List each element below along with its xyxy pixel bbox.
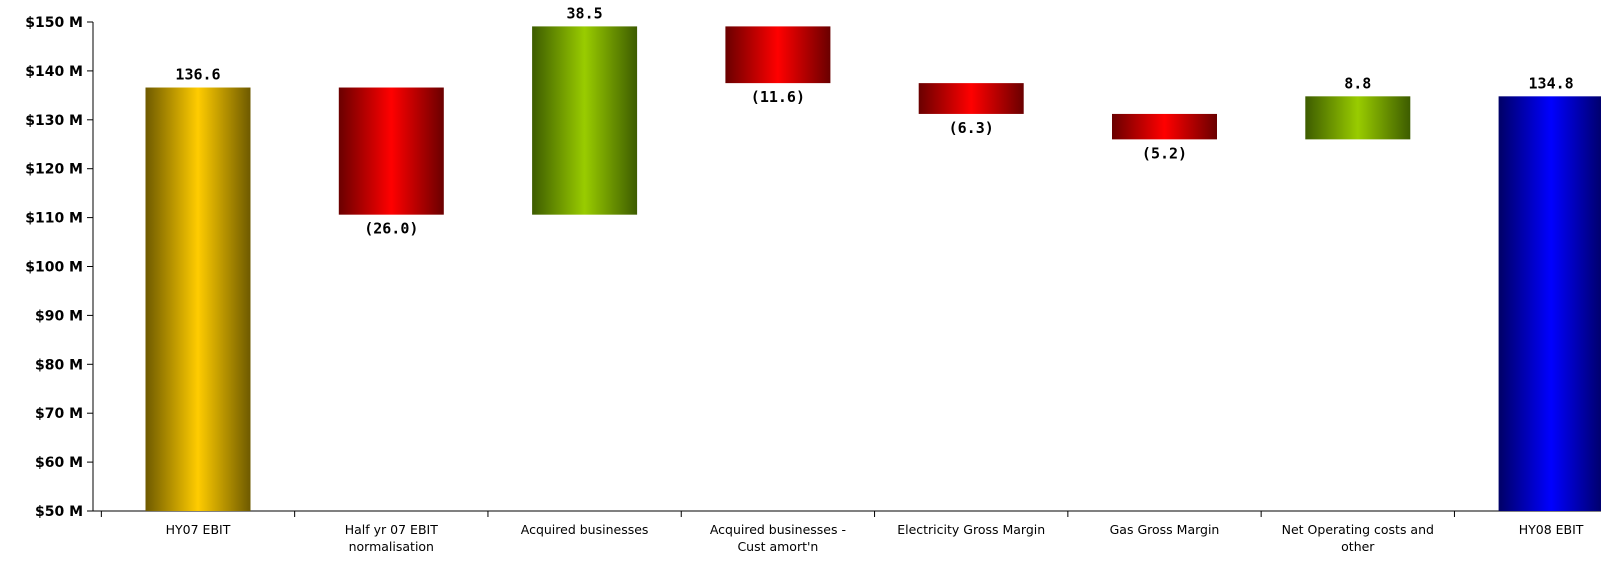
x-tick-label: Acquired businesses [521,522,649,537]
y-tick-label: $100 M [25,260,83,276]
data-label: 134.8 [1529,74,1574,92]
bar-decrease [1112,113,1217,140]
axes: $50 M $60 M $70 M $80 M $90 M $100 M $110 M $12… [25,15,1601,554]
x-tick-label: Acquired businesses -Cust amort'n [710,522,846,554]
bar-total-start [145,87,251,511]
data-label: (26.0) [364,220,418,238]
data-label: (6.3) [949,119,994,137]
data-label: 38.5 [567,4,603,22]
x-tick-label: HY07 EBIT [166,522,231,537]
x-tick-label: Electricity Gross Margin [897,522,1045,537]
x-tick-label: Net Operating costs and other [1282,522,1434,554]
data-label: 136.6 [175,66,220,84]
y-tick-label: $90 M [35,308,83,324]
y-tick-label: $50 M [35,504,83,520]
y-tick-label: $130 M [25,113,83,129]
bar-decrease [725,26,831,84]
x-tick-label: HY08 EBIT [1519,522,1584,537]
data-label: 8.8 [1344,74,1371,92]
y-tick-label: $120 M [25,162,83,178]
data-labels-layer: 136.6 (26.0) 38.5 (11.6) (6.3) (5.2) 8.8 134.8 [175,4,1573,237]
y-tick-label: $60 M [35,455,83,471]
bar-increase [1305,96,1411,140]
data-label: (11.6) [751,88,805,106]
y-tick-label: $80 M [35,357,83,373]
y-tick-label: $150 M [25,15,83,31]
bars-layer [145,26,1601,511]
bar-decrease [918,83,1024,114]
y-tick-label: $70 M [35,406,83,422]
y-tick-label: $110 M [25,211,83,227]
x-tick-label: Half yr 07 EBIT normalisation [345,522,438,554]
x-tick-label: Gas Gross Margin [1110,522,1220,537]
data-label: (5.2) [1142,144,1187,162]
y-tick-label: $140 M [25,64,83,80]
bar-total-end [1498,96,1601,511]
bar-decrease [338,87,444,215]
bar-increase [532,26,638,215]
